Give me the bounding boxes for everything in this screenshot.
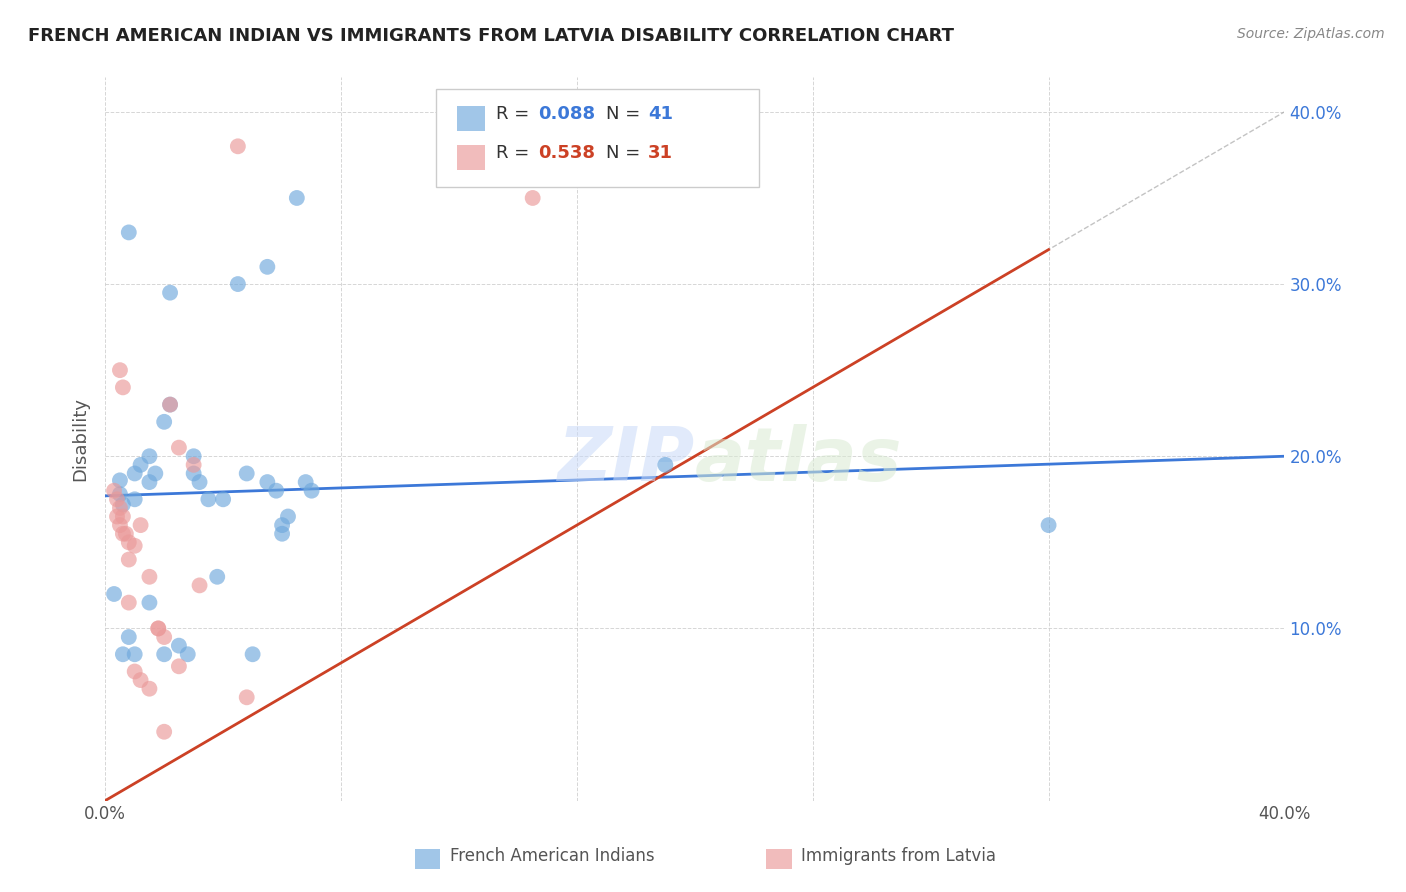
Point: [264, 483, 287, 498]
Point: [271, 518, 294, 533]
Point: [301, 483, 323, 498]
Point: [1038, 518, 1060, 533]
Point: [108, 474, 131, 488]
Text: Source: ZipAtlas.com: Source: ZipAtlas.com: [1237, 27, 1385, 41]
Point: [159, 285, 181, 300]
Point: [197, 492, 219, 507]
Point: [226, 139, 249, 153]
Text: FRENCH AMERICAN INDIAN VS IMMIGRANTS FROM LATVIA DISABILITY CORRELATION CHART: FRENCH AMERICAN INDIAN VS IMMIGRANTS FRO…: [28, 27, 955, 45]
Point: [138, 681, 160, 696]
Point: [108, 500, 131, 515]
Point: [138, 570, 160, 584]
Point: [271, 526, 294, 541]
Point: [188, 578, 211, 592]
Text: N =: N =: [606, 105, 645, 123]
Point: [242, 647, 264, 661]
Point: [129, 458, 152, 472]
Point: [235, 690, 257, 705]
Point: [124, 539, 146, 553]
Text: Immigrants from Latvia: Immigrants from Latvia: [801, 847, 997, 865]
Point: [124, 467, 146, 481]
Text: 31: 31: [648, 145, 673, 162]
Point: [177, 647, 200, 661]
Point: [522, 191, 544, 205]
Point: [212, 492, 235, 507]
Text: 41: 41: [648, 105, 673, 123]
Point: [256, 475, 278, 489]
Point: [111, 380, 134, 394]
Point: [153, 724, 176, 739]
Point: [103, 483, 125, 498]
Point: [129, 518, 152, 533]
Text: 0.088: 0.088: [538, 105, 596, 123]
Point: [111, 526, 134, 541]
Point: [235, 467, 257, 481]
Point: [115, 526, 138, 541]
Text: atlas: atlas: [695, 425, 903, 497]
Point: [124, 647, 146, 661]
Point: [118, 552, 141, 566]
Point: [108, 487, 131, 501]
Point: [294, 475, 316, 489]
Point: [111, 498, 134, 512]
Point: [118, 226, 141, 240]
Point: [188, 475, 211, 489]
Point: [226, 277, 249, 291]
Point: [103, 587, 125, 601]
Point: [148, 622, 170, 636]
Point: [285, 191, 308, 205]
Point: [111, 647, 134, 661]
Y-axis label: Disability: Disability: [72, 397, 89, 481]
Point: [153, 647, 176, 661]
Point: [183, 458, 205, 472]
Point: [118, 596, 141, 610]
Point: [108, 363, 131, 377]
Text: N =: N =: [606, 145, 645, 162]
Point: [159, 398, 181, 412]
Point: [118, 535, 141, 549]
Point: [153, 415, 176, 429]
Point: [111, 509, 134, 524]
Point: [167, 639, 190, 653]
Point: [183, 449, 205, 463]
Point: [167, 659, 190, 673]
Point: [277, 509, 299, 524]
Point: [153, 630, 176, 644]
Point: [654, 458, 676, 472]
Point: [108, 518, 131, 533]
Point: [138, 596, 160, 610]
Text: R =: R =: [496, 145, 536, 162]
Point: [124, 665, 146, 679]
Point: [129, 673, 152, 687]
Point: [118, 630, 141, 644]
Point: [256, 260, 278, 274]
Text: R =: R =: [496, 105, 536, 123]
Point: [167, 441, 190, 455]
Point: [159, 398, 181, 412]
Text: French American Indians: French American Indians: [450, 847, 655, 865]
Point: [183, 467, 205, 481]
Point: [138, 449, 160, 463]
Text: 0.538: 0.538: [538, 145, 596, 162]
Point: [124, 492, 146, 507]
Point: [148, 622, 170, 636]
Point: [105, 492, 128, 507]
Text: ZIP: ZIP: [558, 425, 695, 497]
Point: [105, 509, 128, 524]
Point: [207, 570, 229, 584]
Point: [138, 475, 160, 489]
Point: [143, 467, 166, 481]
